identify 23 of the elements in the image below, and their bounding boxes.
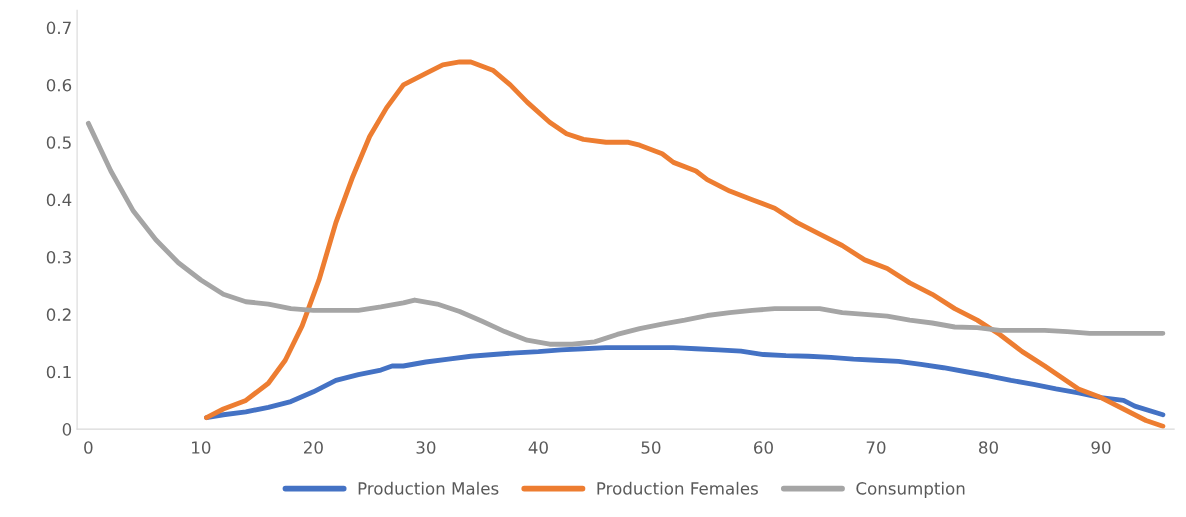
y-tick-label: 0.4 <box>46 193 72 207</box>
x-tick-label: 40 <box>528 441 548 454</box>
legend-label: Consumption <box>856 481 965 498</box>
y-tick-label: 0.7 <box>46 21 71 35</box>
x-tick-label: 60 <box>754 441 773 454</box>
y-tick-label: 0.1 <box>46 365 71 379</box>
legend-label: Production Females <box>597 481 758 495</box>
x-tick-label: 70 <box>866 441 886 454</box>
x-tick-label: 90 <box>1091 441 1111 454</box>
x-tick-label: 0 <box>84 441 93 454</box>
y-tick-label: 0.6 <box>46 78 72 92</box>
legend-label: Production Males <box>358 481 499 495</box>
y-tick-label: 0.3 <box>46 250 71 264</box>
x-tick-label: 30 <box>416 441 436 454</box>
x-tick-label: 20 <box>303 441 323 454</box>
y-tick-label: 0.5 <box>46 136 71 149</box>
y-tick-label: 0.2 <box>46 308 71 321</box>
line-series <box>85 120 1166 347</box>
x-tick-label: 10 <box>192 441 211 454</box>
line-series <box>204 59 1166 429</box>
x-tick-label: 50 <box>641 441 661 454</box>
y-tick-label: 0 <box>62 423 72 436</box>
x-tick-label: 80 <box>979 441 998 454</box>
